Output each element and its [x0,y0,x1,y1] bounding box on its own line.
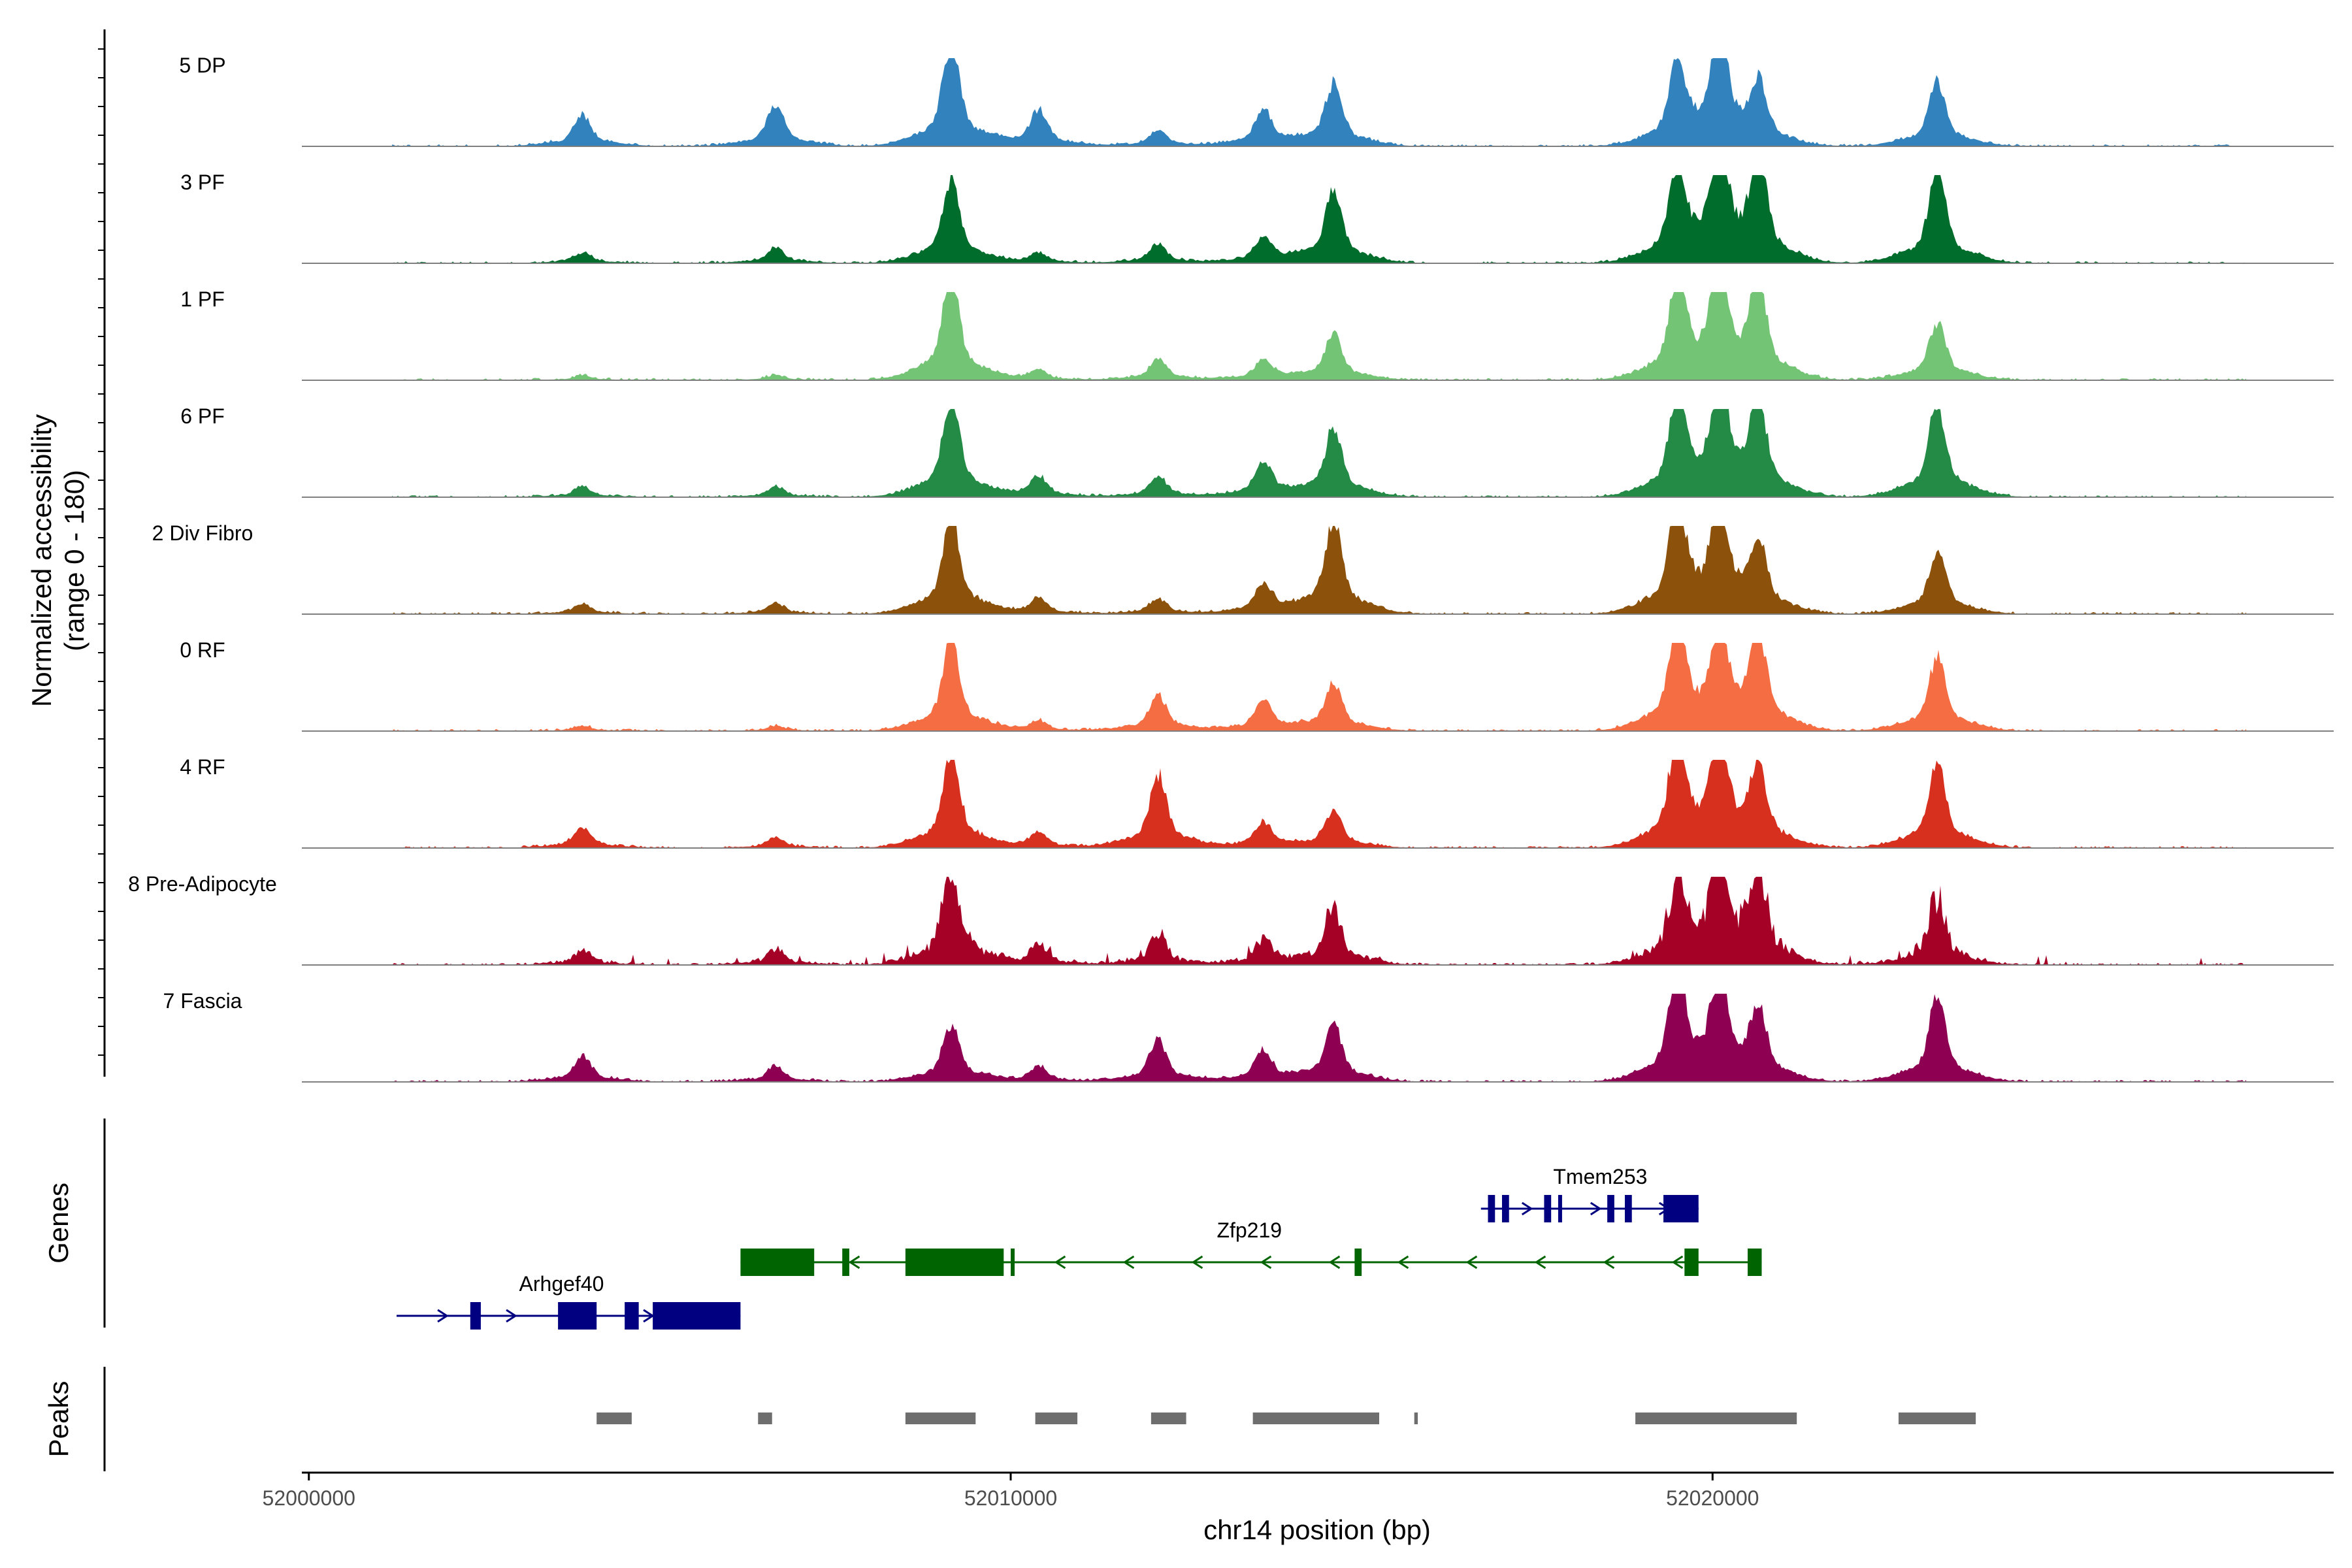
strand-arrow [848,1255,860,1269]
coverage-area [392,409,2246,497]
x-tick-label: 52010000 [964,1486,1057,1510]
coverage-y-ticks [98,48,105,1056]
track-label: 7 Fascia [163,989,242,1013]
peak-region [758,1413,772,1424]
gene-exon [1488,1195,1495,1222]
gene-exon [1354,1249,1362,1276]
coverage-track: 2 Div Fibro [152,521,2334,615]
peak-region [596,1413,632,1424]
gene-exon [1747,1249,1762,1276]
gene-exon [470,1302,481,1330]
strand-arrow [1534,1255,1546,1269]
peak-region [1414,1413,1418,1424]
track-label: 0 RF [180,638,225,662]
genes-panel-label: Genes [43,1183,74,1264]
gene-model: Zfp219 [740,1218,1762,1276]
strand-arrow [1590,1201,1602,1216]
track-label: 6 PF [180,404,225,428]
x-axis-title: chr14 position (bp) [1203,1514,1431,1545]
coverage-tracks: 5 DP 3 PF 1 PF 6 PF 2 Div Fibro 0 RF 4 RF 8 Pre… [128,54,2334,1083]
coverage-y-axis-title-line1: Normalized accessibility [26,414,57,707]
track-label: 4 RF [180,755,225,779]
coverage-area [392,175,2246,263]
strand-arrow [437,1309,449,1323]
gene-exon [1558,1195,1562,1222]
strand-arrow [643,1309,655,1323]
strand-arrow [1122,1255,1135,1269]
coverage-area [392,643,2246,731]
gene-label: Zfp219 [1217,1218,1282,1242]
track-label: 8 Pre-Adipocyte [128,872,277,896]
strand-arrow [1397,1255,1409,1269]
gene-model: Tmem253 [1480,1165,1699,1222]
gene-exon [1501,1195,1509,1222]
coverage-track: 0 RF [180,638,2334,732]
strand-arrow [1603,1255,1615,1269]
coverage-track: 5 DP [179,54,2334,147]
gene-exon [558,1302,597,1330]
genes-panel: Arhgef40 Zfp219 Tmem253 [397,1165,1762,1330]
gene-model: Arhgef40 [397,1272,741,1330]
peak-region [1252,1413,1379,1424]
strand-arrow [1054,1255,1066,1269]
coverage-area [392,58,2246,146]
peak-region [1898,1413,1976,1424]
peaks-panel-label: Peaks [43,1381,74,1458]
coverage-area [392,760,2246,848]
coverage-area [392,526,2246,614]
track-label: 1 PF [180,287,225,311]
strand-arrow [506,1309,517,1323]
strand-arrow [1260,1255,1272,1269]
peak-region [905,1413,976,1424]
coverage-area [392,994,2246,1082]
strand-arrow [1328,1255,1341,1269]
coverage-track: 8 Pre-Adipocyte [128,872,2334,966]
coverage-track: 7 Fascia [163,989,2334,1083]
strand-arrow [1521,1201,1533,1216]
coverage-y-axis-title-line2: (range 0 - 180) [59,470,90,651]
coverage-track: 1 PF [180,287,2334,381]
track-label: 5 DP [179,54,225,77]
x-tick-label: 52000000 [263,1486,355,1510]
coverage-track: 4 RF [180,755,2334,849]
coverage-track: 6 PF [180,404,2334,498]
gene-label: Tmem253 [1553,1165,1647,1188]
peak-region [1151,1413,1186,1424]
track-label: 3 PF [180,171,225,194]
strand-arrow [1465,1255,1478,1269]
gene-exon [625,1302,639,1330]
gene-exon [1624,1195,1632,1222]
peaks-panel [596,1413,1976,1424]
coverage-track: 3 PF [180,171,2334,264]
gene-label: Arhgef40 [519,1272,604,1296]
gene-exon [1607,1195,1614,1222]
x-tick-label: 52020000 [1666,1486,1759,1510]
gene-exon [1663,1195,1699,1222]
strand-arrow [1191,1255,1203,1269]
track-label: 2 Div Fibro [152,521,253,545]
gene-exon [905,1249,1004,1276]
gene-exon [1684,1249,1699,1276]
gene-exon [740,1249,815,1276]
gene-exon [842,1249,849,1276]
gene-exon [1544,1195,1552,1222]
peak-region [1635,1413,1797,1424]
strand-arrow [1671,1255,1684,1269]
gene-exon [653,1302,741,1330]
coverage-area [392,877,2246,965]
peak-region [1035,1413,1078,1424]
x-axis-ticks: 52000000 52010000 52020000 [263,1473,1759,1510]
gene-exon [1011,1249,1015,1276]
